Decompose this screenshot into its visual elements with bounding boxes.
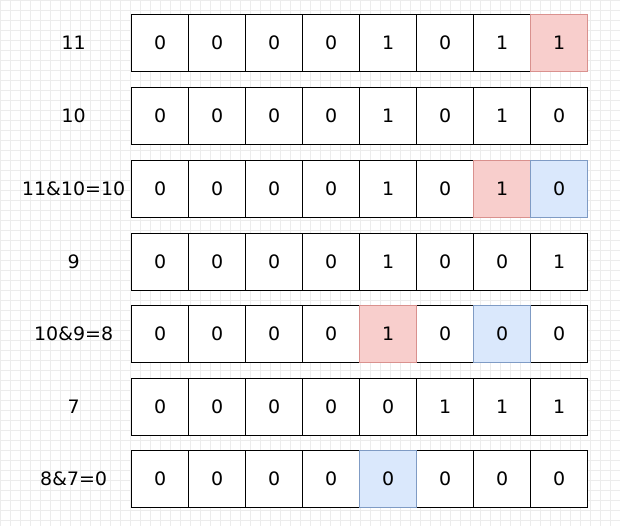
bit-cell: 0 xyxy=(302,233,360,291)
bit-cell: 0 xyxy=(188,87,246,145)
bit-cells: 0 0 0 0 0 0 0 0 xyxy=(131,450,597,508)
bit-cell: 0 xyxy=(416,14,474,72)
bit-cell: 0 xyxy=(188,233,246,291)
bit-cell: 0 xyxy=(530,305,588,363)
bit-cell: 0 xyxy=(473,233,531,291)
bit-cell: 0 xyxy=(245,305,303,363)
bit-cell: 1 xyxy=(359,14,417,72)
bit-cell: 0 xyxy=(416,233,474,291)
bit-cell: 1 xyxy=(359,305,417,363)
bit-cell: 0 xyxy=(416,450,474,508)
bit-cell: 1 xyxy=(359,160,417,218)
bit-cell: 1 xyxy=(530,233,588,291)
bit-cells: 0 0 0 0 1 0 1 0 xyxy=(131,160,597,218)
bit-cell: 0 xyxy=(530,160,588,218)
bit-cell: 0 xyxy=(302,305,360,363)
bit-cell: 1 xyxy=(530,14,588,72)
bit-cell: 0 xyxy=(302,87,360,145)
bit-cells: 0 0 0 0 1 0 1 0 xyxy=(131,87,597,145)
bit-cell: 0 xyxy=(530,450,588,508)
bit-cell: 0 xyxy=(302,378,360,436)
bit-cells: 0 0 0 0 1 0 0 1 xyxy=(131,233,597,291)
row-label: 11&10=10 xyxy=(21,178,126,200)
bit-cell: 1 xyxy=(473,378,531,436)
bit-cell: 0 xyxy=(245,14,303,72)
bit-cell: 0 xyxy=(302,450,360,508)
bit-cell: 0 xyxy=(530,87,588,145)
bit-cell: 0 xyxy=(131,305,189,363)
row-10-and-9: 10&9=8 0 0 0 0 1 0 0 0 xyxy=(0,305,620,363)
bit-cell: 0 xyxy=(245,233,303,291)
bit-cell: 1 xyxy=(473,160,531,218)
bit-cell: 0 xyxy=(188,160,246,218)
bit-cell: 0 xyxy=(131,450,189,508)
row-11-and-10: 11&10=10 0 0 0 0 1 0 1 0 xyxy=(0,160,620,218)
bit-cell: 0 xyxy=(359,450,417,508)
bit-cell: 0 xyxy=(245,378,303,436)
row-label: 10 xyxy=(61,105,86,127)
bit-cell: 0 xyxy=(131,14,189,72)
bit-cell: 0 xyxy=(245,87,303,145)
row-label: 8&7=0 xyxy=(39,468,107,490)
row-label: 11 xyxy=(61,32,86,54)
bit-cells: 0 0 0 0 0 1 1 1 xyxy=(131,378,597,436)
bit-cell: 0 xyxy=(245,450,303,508)
row-9: 9 0 0 0 0 1 0 0 1 xyxy=(0,233,620,291)
row-10: 10 0 0 0 0 1 0 1 0 xyxy=(0,87,620,145)
bit-cell: 0 xyxy=(131,87,189,145)
bit-cell: 0 xyxy=(473,305,531,363)
row-label: 7 xyxy=(67,396,80,418)
bit-cell: 0 xyxy=(302,14,360,72)
bit-cell: 0 xyxy=(359,378,417,436)
bit-cell: 1 xyxy=(473,87,531,145)
bit-cells: 0 0 0 0 1 0 0 0 xyxy=(131,305,597,363)
bit-cell: 0 xyxy=(131,378,189,436)
bit-cell: 0 xyxy=(131,233,189,291)
bit-cell: 0 xyxy=(131,160,189,218)
bit-cell: 0 xyxy=(188,14,246,72)
bit-cell: 0 xyxy=(245,160,303,218)
bit-cell: 1 xyxy=(359,233,417,291)
row-label: 9 xyxy=(67,251,80,273)
bit-cell: 0 xyxy=(416,160,474,218)
row-8-and-7: 8&7=0 0 0 0 0 0 0 0 0 xyxy=(0,450,620,508)
bit-cell: 0 xyxy=(416,87,474,145)
bit-cell: 1 xyxy=(416,378,474,436)
bit-cell: 1 xyxy=(530,378,588,436)
row-11: 11 0 0 0 0 1 0 1 1 xyxy=(0,14,620,72)
bit-cell: 1 xyxy=(473,14,531,72)
bit-cell: 0 xyxy=(473,450,531,508)
bit-cell: 0 xyxy=(416,305,474,363)
bit-cell: 0 xyxy=(188,305,246,363)
bit-cells: 0 0 0 0 1 0 1 1 xyxy=(131,14,597,72)
bit-cell: 0 xyxy=(188,378,246,436)
bit-cell: 0 xyxy=(188,450,246,508)
bit-cell: 1 xyxy=(359,87,417,145)
bit-cell: 0 xyxy=(302,160,360,218)
row-label: 10&9=8 xyxy=(33,323,114,345)
row-7: 7 0 0 0 0 0 1 1 1 xyxy=(0,378,620,436)
